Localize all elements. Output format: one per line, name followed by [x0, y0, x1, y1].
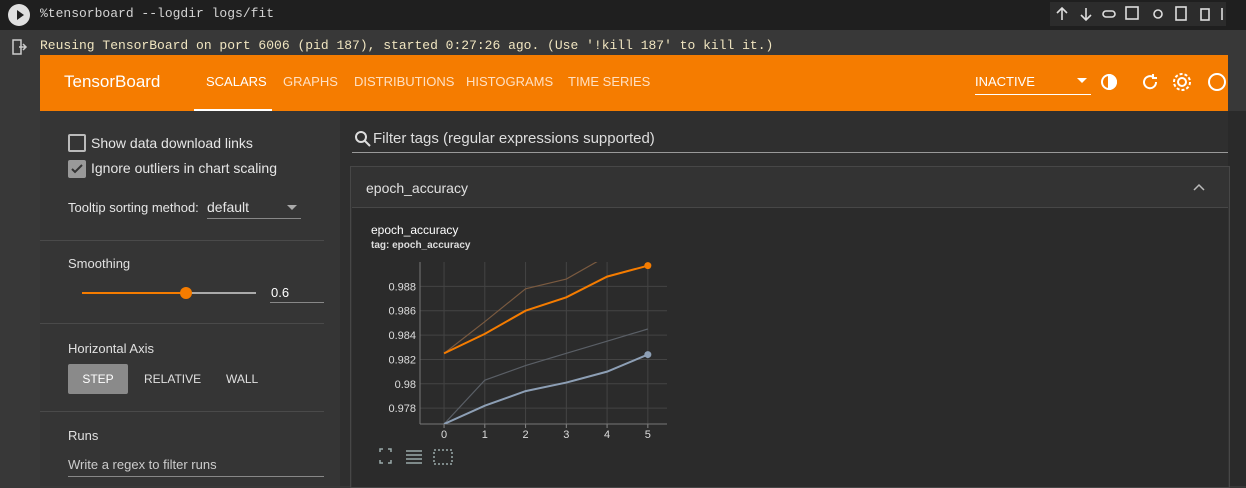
- run-status-select[interactable]: INACTIVE: [975, 66, 1091, 95]
- checkbox-label: Show data download links: [91, 135, 253, 151]
- runs-filter[interactable]: Write a regex to filter runs: [68, 452, 324, 477]
- series-line: [443, 353, 649, 424]
- axis-option: STEP: [82, 372, 114, 386]
- collapse-icon[interactable]: [1192, 182, 1206, 192]
- output-icon[interactable]: [10, 38, 28, 56]
- end-point: [644, 262, 652, 270]
- x-tick-label: 5: [645, 429, 651, 441]
- y-tick-label: 0.978: [388, 403, 416, 415]
- tooltip-select[interactable]: default: [207, 197, 301, 219]
- separator: [40, 411, 324, 412]
- checkbox[interactable]: [68, 134, 86, 152]
- tb-header: [40, 55, 1228, 111]
- run-button[interactable]: [8, 4, 30, 26]
- y-tick-label: 0.986: [388, 306, 416, 318]
- smoothing-input[interactable]: 0.6: [270, 282, 324, 303]
- series-group: [443, 262, 652, 424]
- tab[interactable]: GRAPHS: [283, 74, 338, 89]
- runs-placeholder: Write a regex to filter runs: [68, 457, 217, 472]
- slider-track[interactable]: [82, 287, 256, 299]
- x-tick-label: 4: [604, 429, 610, 441]
- x-tick-label: 2: [523, 429, 529, 441]
- slider-fill: [82, 292, 187, 294]
- checkbox-checked[interactable]: [68, 160, 86, 178]
- series-line: [443, 262, 598, 354]
- separator: [40, 240, 324, 241]
- filter-placeholder: Filter tags (regular expressions support…: [373, 130, 655, 147]
- header-icons[interactable]: [1098, 71, 1228, 93]
- y-tick-label: 0.982: [388, 354, 416, 366]
- scrollbar: [1228, 111, 1246, 486]
- y-tick-label: 0.984: [388, 330, 416, 342]
- chart: epoch_accuracy tag: epoch_accuracy 0.978…: [371, 223, 667, 465]
- tb-title: TensorBoard: [64, 72, 161, 91]
- y-tick-label: 0.988: [388, 281, 416, 293]
- tab[interactable]: DISTRIBUTIONS: [354, 74, 455, 89]
- tooltip-value: default: [207, 199, 250, 215]
- sidebar: [40, 111, 340, 486]
- cell-bar: [0, 0, 1246, 30]
- axis-label: Horizontal Axis: [68, 341, 154, 356]
- dropdown-arrow: [1077, 78, 1087, 83]
- chart-tools[interactable]: [379, 448, 453, 465]
- x-tick-label: 3: [563, 429, 569, 441]
- smoothing-label: Smoothing: [68, 256, 131, 271]
- runs-label: Runs: [68, 428, 99, 443]
- smoothing-value: 0.6: [271, 285, 290, 300]
- separator: [40, 323, 324, 324]
- series-line: [443, 264, 649, 355]
- tag-filter[interactable]: Filter tags (regular expressions support…: [352, 126, 1228, 153]
- tab[interactable]: HISTOGRAMS: [466, 74, 554, 89]
- series-line: [443, 328, 649, 424]
- tab-underline: [194, 109, 272, 111]
- x-tick-label: 1: [482, 429, 488, 441]
- y-tick-label: 0.98: [395, 379, 416, 391]
- plot-area: [420, 262, 667, 424]
- run-status: INACTIVE: [975, 74, 1035, 89]
- axis-option[interactable]: WALL: [226, 372, 259, 386]
- axis-button-active[interactable]: STEP: [68, 364, 128, 394]
- group-title[interactable]: epoch_accuracy: [366, 180, 468, 196]
- x-tick-label: 0: [441, 429, 447, 441]
- cell-toolbar: [1050, 2, 1226, 26]
- tab[interactable]: TIME SERIES: [568, 74, 651, 89]
- chart-title: epoch_accuracy: [371, 223, 458, 237]
- tab[interactable]: SCALARS: [206, 74, 267, 89]
- end-point: [644, 351, 652, 359]
- slider-knob[interactable]: [180, 287, 193, 299]
- chart-subtitle: tag: epoch_accuracy: [371, 240, 471, 251]
- axis-option[interactable]: RELATIVE: [144, 372, 202, 386]
- checkbox-label: Ignore outliers in chart scaling: [91, 160, 277, 176]
- toolbar-icons[interactable]: [1050, 2, 1226, 26]
- tooltip-label: Tooltip sorting method:: [68, 200, 199, 215]
- run-icon: [17, 10, 24, 20]
- cell-output: Reusing TensorBoard on port 6006 (pid 18…: [40, 38, 774, 53]
- cell-code: %tensorboard --logdir logs/fit: [40, 6, 275, 21]
